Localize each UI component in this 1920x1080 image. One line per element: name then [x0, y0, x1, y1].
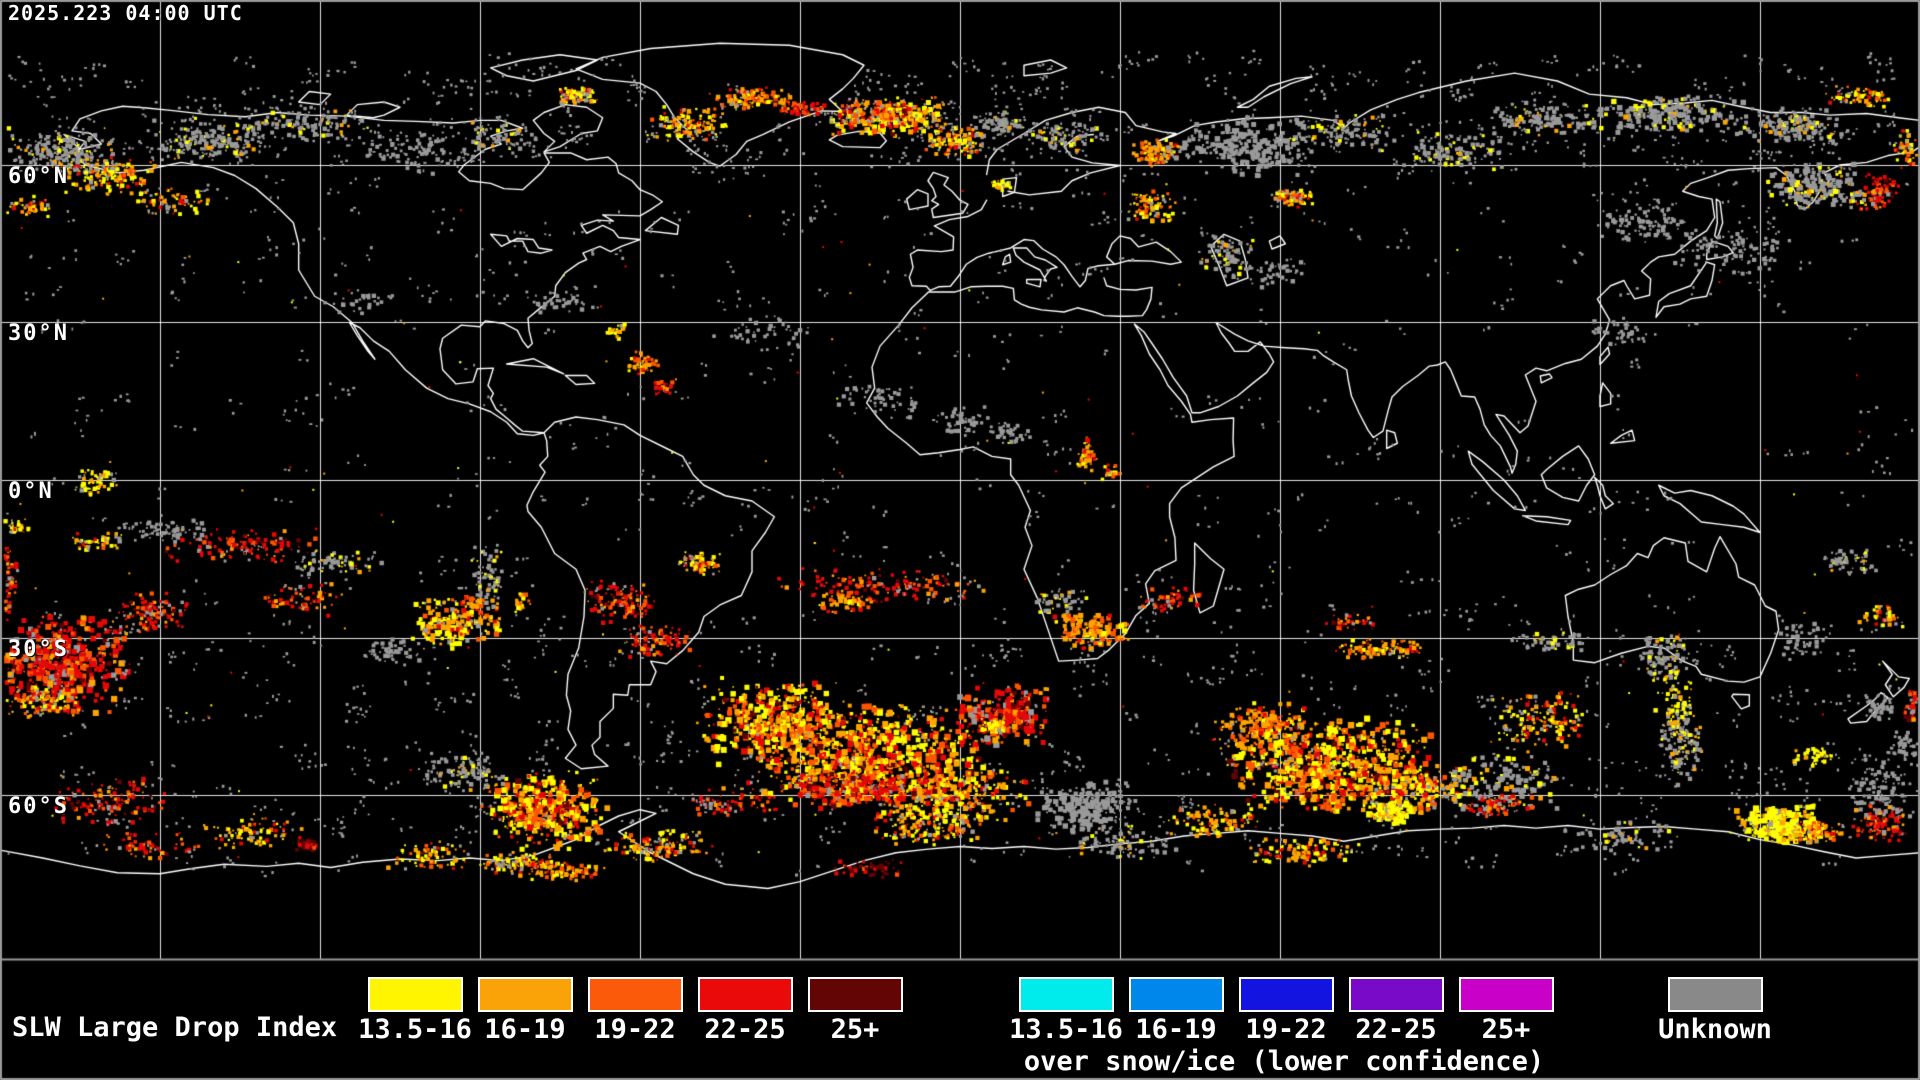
latitude-label: 60°N — [8, 164, 69, 189]
legend-swatch — [478, 977, 573, 1012]
legend-swatch — [1129, 977, 1224, 1012]
legend-swatch — [698, 977, 793, 1012]
latitude-label: 30°S — [8, 637, 69, 662]
legend-bin-label: 16-19 — [484, 1014, 566, 1045]
legend-swatch — [1019, 977, 1114, 1012]
legend-swatch — [808, 977, 903, 1012]
legend-bin-label: 16-19 — [1135, 1014, 1217, 1045]
legend-swatch — [588, 977, 683, 1012]
legend-bin-label: 19-22 — [594, 1014, 676, 1045]
legend-bin-label: 13.5-16 — [1009, 1014, 1123, 1045]
latitude-label: 0°N — [8, 479, 54, 504]
legend-unknown-label: Unknown — [1658, 1014, 1772, 1045]
legend-bin-label: 13.5-16 — [358, 1014, 472, 1045]
legend-bin-label: 19-22 — [1245, 1014, 1327, 1045]
legend-swatch — [1459, 977, 1554, 1012]
legend-swatch — [1239, 977, 1334, 1012]
legend-bin-label: 22-25 — [1355, 1014, 1437, 1045]
legend-bin-label: 25+ — [1481, 1014, 1531, 1045]
legend-bin-label: 22-25 — [704, 1014, 786, 1045]
legend-bin-label: 25+ — [830, 1014, 880, 1045]
timestamp: 2025.223 04:00 UTC — [8, 1, 243, 25]
legend-swatch-unknown — [1668, 977, 1763, 1012]
legend-swatch — [368, 977, 463, 1012]
legend-swatch — [1349, 977, 1444, 1012]
legend-snow-caption: over snow/ice (lower confidence) — [1023, 1046, 1545, 1077]
latitude-label: 60°S — [8, 794, 69, 819]
latitude-label: 30°N — [8, 321, 69, 346]
legend-title: SLW Large Drop Index — [12, 1012, 338, 1043]
